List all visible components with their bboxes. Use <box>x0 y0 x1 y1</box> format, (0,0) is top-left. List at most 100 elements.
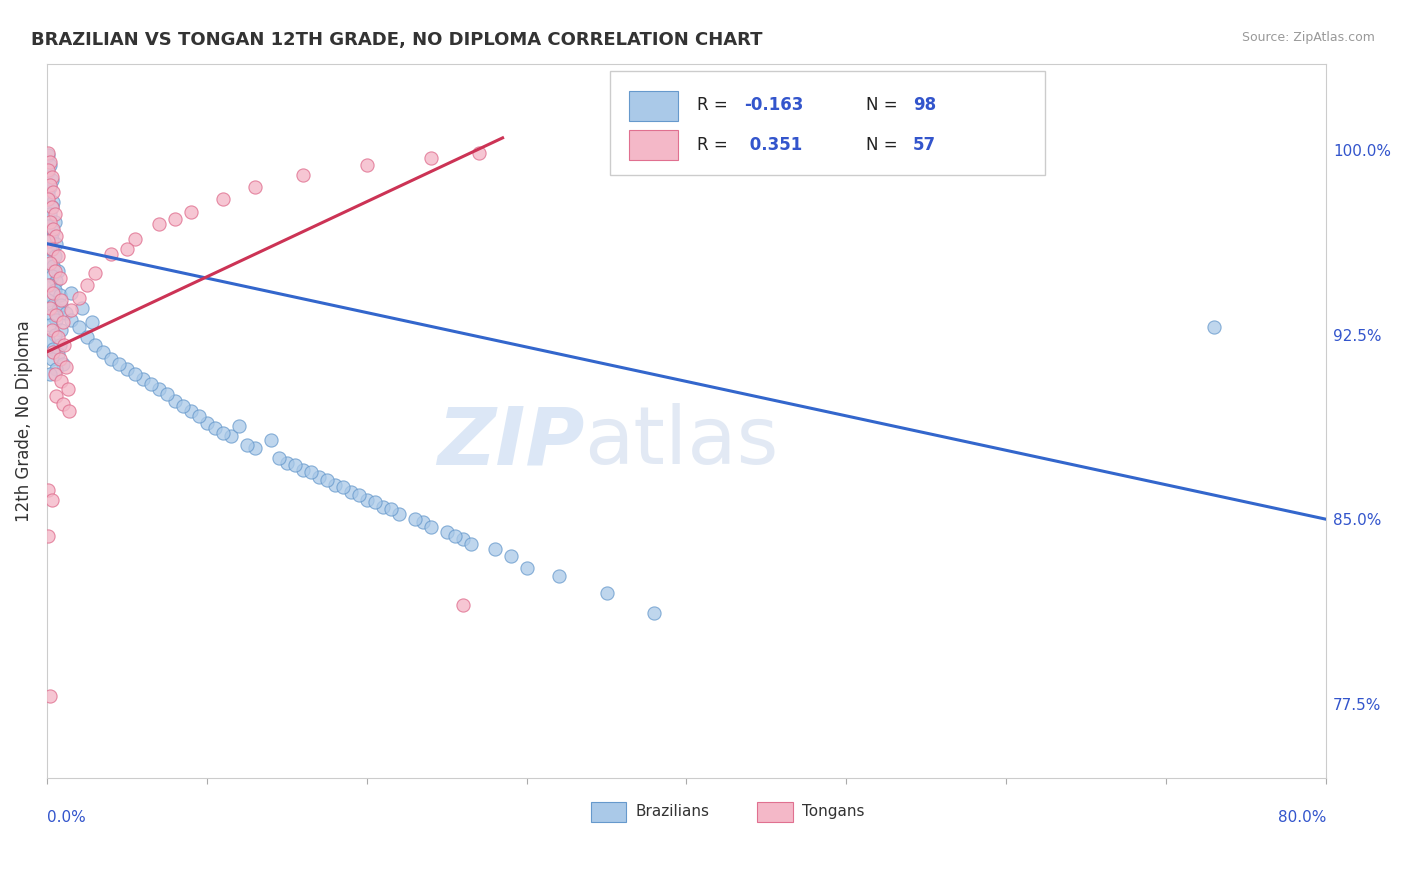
Point <box>39 214 62 228</box>
Point <box>347 488 370 502</box>
Point <box>46 249 69 263</box>
Text: 57: 57 <box>912 136 936 154</box>
Point <box>51 298 73 312</box>
Point <box>267 450 290 465</box>
Text: N =: N = <box>866 136 903 154</box>
Point <box>48 337 70 351</box>
Point <box>124 367 146 381</box>
Point <box>163 212 186 227</box>
Point <box>37 148 59 162</box>
Point <box>80 315 103 329</box>
Point <box>243 180 266 194</box>
Text: 0.351: 0.351 <box>744 136 803 154</box>
Point <box>228 418 250 433</box>
Point <box>42 194 65 209</box>
Point <box>180 204 202 219</box>
Point <box>42 185 65 199</box>
Point <box>58 404 80 418</box>
Point <box>419 151 441 165</box>
Point <box>41 268 63 283</box>
Point <box>56 382 79 396</box>
FancyBboxPatch shape <box>610 71 1045 175</box>
Point <box>299 466 322 480</box>
Point <box>595 586 617 600</box>
Point <box>187 409 209 423</box>
Point <box>39 690 62 704</box>
Point <box>37 234 59 248</box>
Point <box>1204 320 1226 334</box>
Point <box>236 438 259 452</box>
Point <box>115 242 138 256</box>
Point <box>51 323 73 337</box>
Text: BRAZILIAN VS TONGAN 12TH GRADE, NO DIPLOMA CORRELATION CHART: BRAZILIAN VS TONGAN 12TH GRADE, NO DIPLO… <box>31 31 762 49</box>
Point <box>46 330 69 344</box>
Point <box>148 217 170 231</box>
Point <box>211 193 233 207</box>
Point <box>44 367 66 381</box>
Point <box>380 502 402 516</box>
Point <box>51 293 73 308</box>
Point <box>59 303 82 318</box>
Point <box>419 519 441 533</box>
Point <box>41 172 63 186</box>
Text: 80.0%: 80.0% <box>1278 810 1326 825</box>
Point <box>243 441 266 455</box>
Point <box>219 428 242 442</box>
Point <box>180 404 202 418</box>
Point <box>115 362 138 376</box>
Point <box>42 298 65 312</box>
FancyBboxPatch shape <box>628 91 678 121</box>
Point <box>260 434 283 448</box>
Point <box>41 200 63 214</box>
Point <box>53 337 76 351</box>
Point <box>59 313 82 327</box>
Point <box>42 345 65 359</box>
Point <box>44 207 66 221</box>
Point <box>363 495 385 509</box>
Point <box>436 524 458 539</box>
Point <box>323 477 346 491</box>
Point <box>39 242 62 256</box>
Point <box>156 386 179 401</box>
Point <box>83 266 105 280</box>
Point <box>76 278 98 293</box>
Point <box>108 357 131 371</box>
Point <box>37 193 59 207</box>
Point <box>139 376 162 391</box>
Point <box>172 399 194 413</box>
Point <box>37 165 59 179</box>
Point <box>45 362 67 376</box>
Point <box>42 224 65 238</box>
Point <box>41 200 63 214</box>
Point <box>44 214 66 228</box>
Y-axis label: 12th Grade, No Diploma: 12th Grade, No Diploma <box>15 320 32 522</box>
Point <box>148 382 170 396</box>
Point <box>39 158 62 172</box>
Point <box>195 417 218 431</box>
Point <box>516 561 538 575</box>
Point <box>39 301 62 315</box>
Point <box>45 229 67 244</box>
Point <box>41 323 63 337</box>
Point <box>291 463 314 477</box>
Point <box>52 357 75 371</box>
Point <box>42 343 65 357</box>
Point <box>44 327 66 342</box>
Text: 0.0%: 0.0% <box>46 810 86 825</box>
Text: atlas: atlas <box>583 403 779 481</box>
Point <box>356 158 378 172</box>
Point <box>44 264 66 278</box>
Point <box>371 500 394 514</box>
Point <box>39 256 62 270</box>
Point <box>41 352 63 367</box>
Point <box>315 473 337 487</box>
Point <box>45 308 67 322</box>
Point <box>388 508 411 522</box>
Text: N =: N = <box>866 96 903 114</box>
Point <box>356 492 378 507</box>
Point <box>48 352 70 367</box>
Point <box>46 347 69 361</box>
Point <box>67 291 90 305</box>
Point <box>284 458 307 472</box>
Point <box>443 529 465 543</box>
